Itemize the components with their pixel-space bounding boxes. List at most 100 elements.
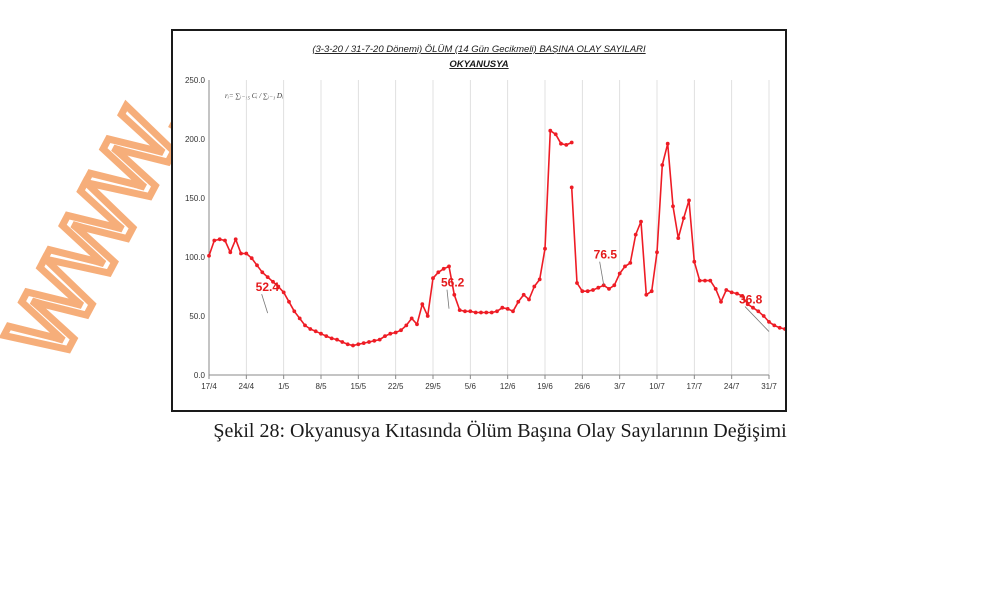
annotation-leader <box>446 289 450 309</box>
series-points <box>207 128 785 348</box>
data-point <box>548 128 553 133</box>
data-point <box>655 250 659 255</box>
data-point <box>537 277 542 282</box>
data-point <box>505 307 510 311</box>
x-tick-label: 1/5 <box>278 382 290 391</box>
data-point <box>617 271 622 276</box>
data-point <box>489 310 494 315</box>
data-point <box>713 287 718 291</box>
x-tick-label: 19/6 <box>537 382 553 391</box>
data-point <box>585 289 590 294</box>
data-point <box>772 323 777 328</box>
data-point <box>303 323 307 328</box>
x-tick-label: 15/5 <box>351 382 367 391</box>
annotation-leader <box>744 306 770 332</box>
data-point <box>404 323 409 328</box>
data-point <box>217 237 222 242</box>
data-point <box>415 322 419 327</box>
y-tick-label: 50.0 <box>189 312 205 321</box>
data-point <box>313 329 318 334</box>
data-point <box>468 309 473 314</box>
data-point <box>319 331 323 336</box>
x-tick-label: 17/7 <box>687 382 703 391</box>
x-tick-label: 17/4 <box>201 382 217 391</box>
data-point <box>223 238 227 243</box>
data-point <box>703 278 707 283</box>
data-point <box>724 288 729 292</box>
data-point <box>212 238 217 243</box>
data-point <box>340 340 345 344</box>
y-axis: 0.0 50.0 100.0 150.0 200.0 250.0 <box>185 76 210 380</box>
data-point <box>265 275 270 279</box>
data-point <box>292 309 297 314</box>
y-tick-label: 100.0 <box>185 253 206 262</box>
data-point <box>255 263 259 268</box>
data-point <box>665 141 670 146</box>
data-point <box>612 283 617 288</box>
data-point <box>729 290 734 295</box>
data-point <box>495 309 499 314</box>
data-point <box>335 337 339 342</box>
data-point <box>569 140 574 145</box>
data-point <box>719 299 723 304</box>
data-point <box>463 309 467 314</box>
data-point <box>628 261 633 265</box>
x-tick-label: 5/6 <box>465 382 477 391</box>
data-point <box>575 281 579 285</box>
data-point <box>436 270 441 275</box>
data-point <box>452 292 457 297</box>
data-point <box>543 246 547 251</box>
data-point <box>399 328 403 333</box>
data-point <box>276 284 281 289</box>
data-point <box>692 259 697 264</box>
data-point <box>500 305 505 310</box>
x-tick-label: 22/5 <box>388 382 404 391</box>
data-point <box>484 310 489 315</box>
data-point <box>281 290 286 295</box>
data-point <box>601 283 606 288</box>
data-point <box>473 310 478 315</box>
data-point <box>244 251 249 256</box>
data-point <box>553 132 558 137</box>
chart-title-line1: (3-3-20 / 31-7-20 Dönemi) ÖLÜM (14 Gün G… <box>312 44 646 55</box>
data-point <box>511 309 515 314</box>
chart-canvas: (3-3-20 / 31-7-20 Dönemi) ÖLÜM (14 Gün G… <box>185 44 785 391</box>
data-point <box>532 284 537 289</box>
data-point <box>329 336 334 341</box>
data-point <box>324 334 329 338</box>
figure-caption: Şekil 28: Okyanusya Kıtasında Ölüm Başın… <box>213 420 787 442</box>
data-point <box>345 342 350 347</box>
data-point <box>420 302 425 307</box>
annotation-label: 76.5 <box>594 248 618 262</box>
data-point <box>521 292 526 297</box>
data-point <box>356 342 361 347</box>
x-tick-label: 3/7 <box>614 382 626 391</box>
data-point <box>228 250 233 255</box>
data-point <box>297 316 302 321</box>
data-point <box>431 276 435 281</box>
data-point <box>372 338 377 343</box>
data-point <box>676 236 681 241</box>
annotation-label: 56.2 <box>441 276 465 290</box>
data-point <box>527 297 531 302</box>
annotations: 52.4 56.2 76.5 36.8 <box>256 248 770 332</box>
data-point <box>457 308 462 312</box>
series-line <box>208 129 785 347</box>
annotation-label: 36.8 <box>739 293 763 307</box>
data-point <box>207 253 211 258</box>
data-point <box>233 237 238 242</box>
x-tick-label: 24/4 <box>239 382 255 391</box>
data-point <box>308 327 313 331</box>
data-point <box>633 232 638 237</box>
x-tick-label: 24/7 <box>724 382 740 391</box>
x-tick-label: 31/7 <box>761 382 777 391</box>
data-point <box>687 198 691 203</box>
data-point <box>441 266 446 271</box>
data-point <box>745 302 750 307</box>
data-point <box>681 216 686 221</box>
data-point <box>239 251 243 256</box>
data-point <box>623 264 627 269</box>
data-point <box>660 163 665 167</box>
data-point <box>260 270 265 275</box>
data-point <box>249 256 254 261</box>
